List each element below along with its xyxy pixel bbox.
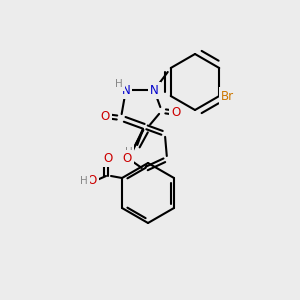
Text: O: O xyxy=(100,110,110,122)
Text: O: O xyxy=(103,152,112,164)
Text: Br: Br xyxy=(221,89,234,103)
Text: O: O xyxy=(171,106,180,119)
Text: H: H xyxy=(115,79,123,89)
Text: H: H xyxy=(124,147,132,157)
Text: H: H xyxy=(80,176,88,186)
Text: O: O xyxy=(87,173,97,187)
Text: N: N xyxy=(122,84,130,97)
Text: N: N xyxy=(150,84,158,97)
Text: O: O xyxy=(122,152,132,166)
